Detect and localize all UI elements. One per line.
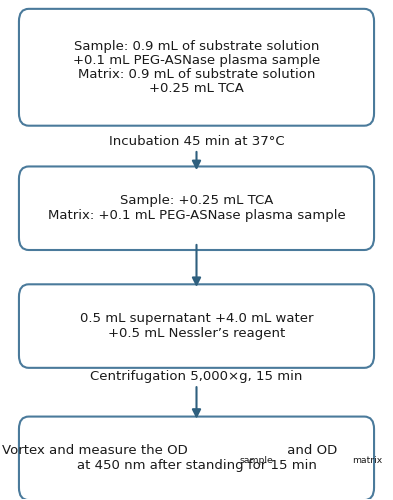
- Text: +0.1 mL PEG-ASNase plasma sample: +0.1 mL PEG-ASNase plasma sample: [73, 54, 320, 67]
- Text: Matrix: +0.1 mL PEG-ASNase plasma sample: Matrix: +0.1 mL PEG-ASNase plasma sample: [48, 209, 345, 222]
- Text: +0.5 mL Nessler’s reagent: +0.5 mL Nessler’s reagent: [108, 327, 285, 340]
- FancyBboxPatch shape: [19, 9, 374, 126]
- Text: Matrix: 0.9 mL of substrate solution: Matrix: 0.9 mL of substrate solution: [78, 68, 315, 80]
- Text: Sample: +0.25 mL TCA: Sample: +0.25 mL TCA: [120, 194, 273, 207]
- Text: 0.5 mL supernatant +4.0 mL water: 0.5 mL supernatant +4.0 mL water: [80, 312, 313, 325]
- Text: and OD: and OD: [283, 444, 337, 458]
- Text: at 450 nm after standing for 15 min: at 450 nm after standing for 15 min: [77, 460, 316, 472]
- FancyBboxPatch shape: [19, 166, 374, 250]
- Text: +0.25 mL TCA: +0.25 mL TCA: [149, 82, 244, 94]
- Text: matrix: matrix: [353, 456, 383, 466]
- Text: sample: sample: [240, 456, 274, 466]
- Text: Sample: 0.9 mL of substrate solution: Sample: 0.9 mL of substrate solution: [74, 40, 319, 53]
- FancyBboxPatch shape: [19, 416, 374, 500]
- Text: Incubation 45 min at 37°C: Incubation 45 min at 37°C: [109, 135, 284, 148]
- Text: Vortex and measure the OD: Vortex and measure the OD: [2, 444, 187, 458]
- FancyBboxPatch shape: [19, 284, 374, 368]
- Text: Centrifugation 5,000×g, 15 min: Centrifugation 5,000×g, 15 min: [90, 370, 303, 384]
